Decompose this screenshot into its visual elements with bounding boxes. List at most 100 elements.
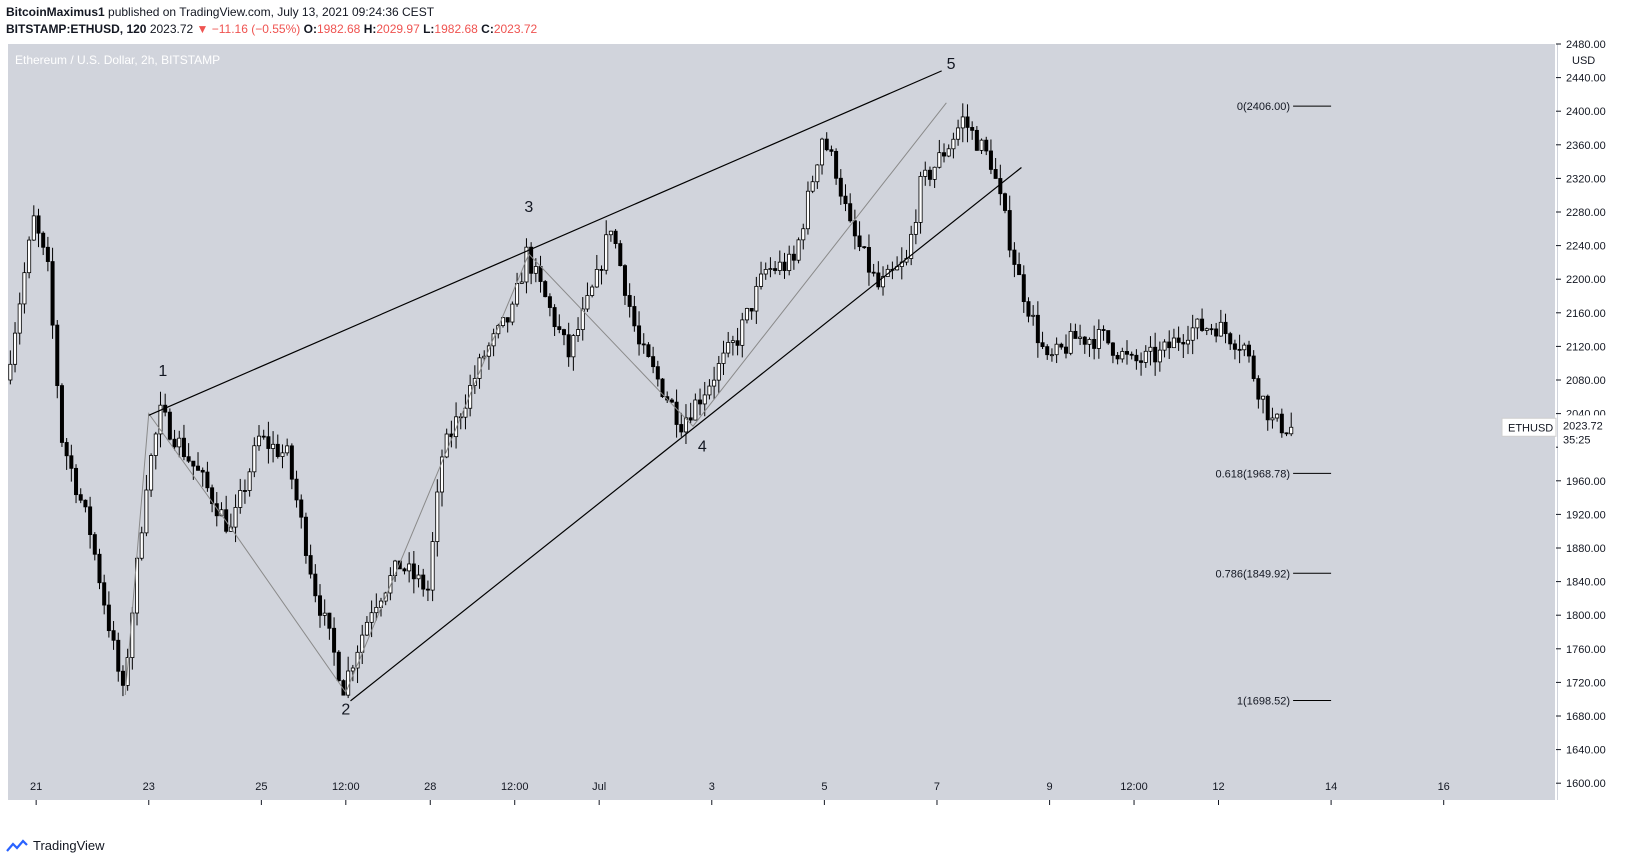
candle-body [782, 261, 787, 271]
candle-body [829, 149, 834, 152]
candle-body [341, 680, 346, 696]
candle-body [913, 222, 918, 235]
candle-body [1261, 395, 1266, 400]
y-tick-label: 1600.00 [1566, 778, 1606, 790]
candle-body [327, 612, 332, 629]
candle-body [1012, 249, 1017, 265]
candle-body [510, 303, 515, 323]
candle-body [1153, 346, 1158, 363]
candle-body [561, 329, 566, 336]
candle-body [106, 604, 111, 632]
fib-label-0: 0(2406.00) [1237, 101, 1290, 113]
candle-body [787, 253, 792, 271]
candle-body [843, 195, 848, 205]
candle-body [411, 563, 416, 580]
candle-body [1176, 337, 1181, 343]
candle-body [862, 246, 867, 249]
candle-body [1040, 342, 1045, 348]
candle-body [1148, 346, 1153, 352]
candle-body [754, 285, 759, 312]
candle-body [674, 401, 679, 425]
x-tick-label: 21 [30, 781, 42, 793]
candle-body [200, 469, 205, 473]
candle-body [927, 169, 932, 180]
candle-body [196, 465, 201, 471]
candle-body [1265, 395, 1270, 421]
candle-body [78, 494, 83, 501]
candle-body [1021, 274, 1026, 303]
brand-name[interactable]: TradingView [33, 838, 105, 853]
candle-body [1195, 318, 1200, 329]
candle-body [576, 329, 581, 336]
candle-body [332, 627, 337, 653]
candle-body [1289, 426, 1294, 435]
y-axis-ticks[interactable]: 1600.00 1640.00 1680.00 1720.00 1760.00 1800.… [1556, 39, 1606, 790]
candle-body [468, 385, 473, 409]
candle-body [632, 306, 637, 327]
rising-wedge[interactable] [148, 70, 1022, 702]
y-tick-label: 1720.00 [1566, 677, 1606, 689]
candle-body [486, 345, 491, 357]
candle-body [177, 437, 182, 448]
x-tick-label: 16 [1438, 781, 1450, 793]
candle-body [698, 399, 703, 405]
candle-body [374, 606, 379, 614]
candle-body [590, 286, 595, 296]
candle-body [17, 303, 22, 334]
candle-body [144, 489, 149, 534]
author-name[interactable]: BitcoinMaximus1 [6, 5, 105, 19]
candle-body [974, 129, 979, 151]
x-tick-label: 3 [709, 781, 715, 793]
x-tick-label: 7 [934, 781, 940, 793]
candle-body [533, 266, 538, 274]
elliott-wave-path [124, 102, 947, 696]
wave-zigzag-line [124, 102, 947, 696]
candle-body [932, 166, 937, 180]
high-label: H: [363, 22, 377, 36]
candle-body [97, 553, 102, 584]
x-tick-label: 14 [1325, 781, 1337, 793]
price-badge-value: 2023.72 [1563, 420, 1603, 432]
candle-body [580, 308, 585, 330]
candle-body [937, 152, 942, 168]
candle-body [350, 667, 355, 672]
price-badge [1558, 415, 1620, 452]
candle-body [646, 344, 651, 357]
candle-body [805, 190, 810, 230]
candle-body [759, 273, 764, 287]
candle-body [13, 332, 18, 365]
candle-body [318, 595, 323, 616]
candle-body [763, 269, 768, 275]
candle-body [167, 411, 172, 440]
candle-body [472, 378, 477, 386]
candle-body [435, 491, 440, 542]
candle-body [247, 471, 252, 491]
candle-body [524, 246, 529, 283]
candle-body [308, 555, 313, 575]
fibonacci-levels[interactable]: 0(2406.00) 0.618(1968.78) 0.786(1849.92) 1(… [1215, 101, 1332, 707]
candle-body [951, 138, 956, 150]
wave-label-2: 2 [341, 701, 350, 718]
candle-body [1110, 342, 1115, 356]
plot-area[interactable] [8, 44, 1558, 800]
candle-body [303, 516, 308, 556]
candle-body [683, 417, 688, 433]
candle-body [552, 307, 557, 328]
x-axis-ticks[interactable]: 21 23 25 12:00 28 12:00 Jul 3 5 7 9 12:00 12 14 16 [30, 781, 1450, 805]
candle-body [505, 317, 510, 323]
y-tick-label: 2240.00 [1566, 241, 1606, 253]
candle-body [740, 319, 745, 346]
open-value: 1982.68 [316, 22, 361, 36]
candle-body [500, 317, 505, 326]
candle-body [116, 639, 121, 672]
candle-body [998, 178, 1003, 195]
candle-body [693, 399, 698, 421]
y-tick-label: 1760.00 [1566, 644, 1606, 656]
symbol-label: BITSTAMP:ETHUSD, 120 [6, 22, 147, 36]
candle-body [909, 233, 914, 259]
candle-body [322, 612, 327, 616]
candle-body [120, 670, 125, 686]
candle-body [1157, 349, 1162, 363]
candle-body [993, 169, 998, 179]
